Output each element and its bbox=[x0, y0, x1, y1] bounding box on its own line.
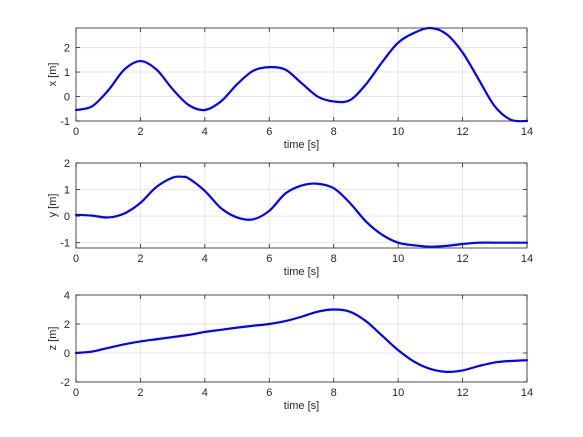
y-tick-label: 0 bbox=[64, 348, 70, 360]
x-tick-label: 10 bbox=[392, 126, 404, 138]
x-tick-label: 0 bbox=[73, 253, 79, 265]
plot-area bbox=[76, 295, 527, 382]
x-tick-label: 12 bbox=[456, 253, 468, 265]
x-tick-label: 8 bbox=[331, 387, 337, 399]
x-tick-label: 14 bbox=[521, 387, 533, 399]
x-tick-label: 0 bbox=[73, 387, 79, 399]
x-tick-label: 14 bbox=[521, 253, 533, 265]
y-tick-label: 2 bbox=[64, 43, 70, 55]
y-tick-label: 1 bbox=[64, 185, 70, 197]
x-tick-label: 2 bbox=[137, 387, 143, 399]
axes-box bbox=[75, 27, 528, 122]
y-axis-label: x [m] bbox=[47, 63, 59, 87]
plot-area bbox=[76, 28, 527, 121]
x-tick-label: 4 bbox=[202, 387, 208, 399]
x-tick-label: 0 bbox=[73, 126, 79, 138]
axes-box bbox=[75, 294, 528, 383]
axes-box bbox=[75, 162, 528, 249]
x-tick-label: 10 bbox=[392, 387, 404, 399]
x-tick-label: 6 bbox=[266, 253, 272, 265]
x-axis-label: time [s] bbox=[284, 266, 319, 278]
x-tick-label: 10 bbox=[392, 253, 404, 265]
y-tick-label: -2 bbox=[60, 377, 70, 389]
x-tick-label: 12 bbox=[456, 387, 468, 399]
x-tick-label: 12 bbox=[456, 126, 468, 138]
y-tick-label: -1 bbox=[60, 238, 70, 250]
y-tick-label: 0 bbox=[64, 92, 70, 104]
series-line bbox=[74, 175, 529, 248]
x-tick-label: 4 bbox=[202, 126, 208, 138]
y-tick-label: 0 bbox=[64, 211, 70, 223]
x-tick-label: 2 bbox=[137, 126, 143, 138]
series-line bbox=[74, 26, 529, 123]
series-line bbox=[74, 308, 529, 373]
y-tick-label: 2 bbox=[64, 319, 70, 331]
x-tick-label: 6 bbox=[266, 126, 272, 138]
y-tick-label: 1 bbox=[64, 67, 70, 79]
y-axis-label: z [m] bbox=[47, 327, 59, 351]
x-axis-label: time [s] bbox=[284, 139, 319, 151]
x-tick-label: 4 bbox=[202, 253, 208, 265]
x-tick-label: 6 bbox=[266, 387, 272, 399]
y-tick-label: -1 bbox=[60, 116, 70, 128]
x-axis-label: time [s] bbox=[284, 400, 319, 412]
x-tick-label: 14 bbox=[521, 126, 533, 138]
plot-area bbox=[76, 163, 527, 248]
x-tick-label: 2 bbox=[137, 253, 143, 265]
y-tick-label: 4 bbox=[64, 290, 70, 302]
x-tick-label: 8 bbox=[331, 126, 337, 138]
y-axis-label: y [m] bbox=[47, 194, 59, 218]
x-tick-label: 8 bbox=[331, 253, 337, 265]
y-tick-label: 2 bbox=[64, 158, 70, 170]
